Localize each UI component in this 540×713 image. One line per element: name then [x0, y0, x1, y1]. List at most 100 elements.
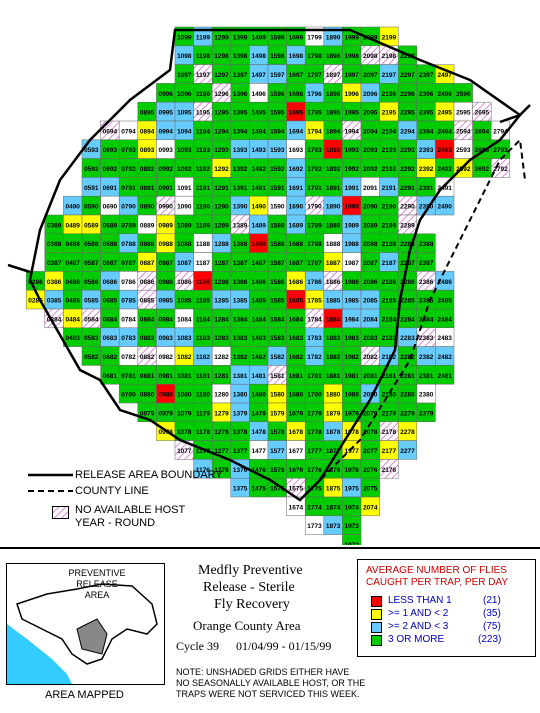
grid-cell-label: 0987 — [158, 260, 173, 267]
grid-cell-label: 2085 — [363, 298, 378, 305]
grid-cell-label: 2076 — [363, 467, 378, 474]
grid-cell-label: 1575 — [270, 486, 285, 493]
note-line3: TRAPS WERE NOT SERVICED THIS WEEK. — [176, 689, 360, 699]
key-label-1-to-2: >= 1 AND < 2 — [388, 608, 449, 619]
grid-cell-label: 2384 — [419, 316, 434, 323]
grid-cell-label: 0484 — [65, 316, 80, 323]
grid-cell-label: 0991 — [158, 185, 173, 192]
grid-cell-label: 2187 — [382, 260, 397, 267]
grid-cell-label: 0789 — [121, 222, 136, 229]
grid-cell-label: 2496 — [437, 91, 452, 98]
grid-cell-label: 1991 — [344, 185, 359, 192]
grid-cell-label: 1180 — [196, 392, 210, 399]
grid-cell-label: 1886 — [326, 279, 341, 286]
grid-cell-label: 1684 — [289, 316, 304, 323]
grid-cell-label: 2183 — [382, 335, 397, 342]
grid-cell-label: 0781 — [121, 373, 136, 380]
grid-cell-label: 2794 — [493, 128, 508, 135]
grid-cell-label: 1577 — [270, 448, 285, 455]
grid-cell-label: 0985 — [158, 298, 173, 305]
grid-cell-label: 0879 — [140, 410, 155, 417]
grid-cell-label: 2283 — [400, 335, 415, 342]
grid-cell-label: 1981 — [344, 373, 359, 380]
grid-cell-label: 0689 — [103, 222, 118, 229]
grid-cell-label: 1396 — [233, 91, 248, 98]
inset-area-mapped — [76, 618, 108, 655]
grid-cell-label: 2494 — [437, 128, 452, 135]
grid-cell-label: 2386 — [419, 279, 434, 286]
grid-cell-label: 1781 — [307, 373, 322, 380]
grid-cell-label: 1084 — [177, 316, 192, 323]
grid-cell-label: 1181 — [196, 373, 210, 380]
grid-cell-label: 1980 — [344, 392, 359, 399]
grid-cell-label: 0979 — [158, 410, 173, 417]
grid-cell-label: 1483 — [251, 335, 266, 342]
grid-cell-label: 1584 — [270, 316, 285, 323]
grid-cell-label: 2178 — [382, 429, 397, 436]
grid-cell-label: 1884 — [326, 316, 341, 323]
grid-cell-label: 1977 — [344, 448, 359, 455]
grid-cell-label: 0793 — [121, 147, 136, 154]
grid-cell-label: 0890 — [140, 204, 155, 211]
grid-cell-label: 1989 — [344, 222, 359, 229]
grid-cell-label: 1578 — [270, 429, 285, 436]
grid-cell-label: 1094 — [177, 128, 192, 135]
grid-cell-label: 0684 — [103, 316, 118, 323]
grid-cell-label: 1286 — [214, 279, 229, 286]
grid-cell-label: 1595 — [270, 110, 285, 117]
grid-cell-label: 1186 — [196, 279, 210, 286]
grid-cell-label: 2482 — [437, 354, 452, 361]
grid-cell-label: 0981 — [158, 373, 173, 380]
grid-cell-label: 1197 — [196, 72, 210, 79]
grid-cell-label: 1678 — [289, 429, 304, 436]
grid-cell-label: 2184 — [382, 316, 397, 323]
key-label-3-or-more: 3 OR MORE — [388, 634, 445, 645]
grid-cell-label: 2095 — [363, 110, 378, 117]
grid-cell-label: 2293 — [400, 147, 415, 154]
grid-cell-label: 0984 — [158, 316, 173, 323]
grid-cell-label: 1278 — [214, 429, 229, 436]
grid-cell-label: 2084 — [363, 316, 378, 323]
grid-cell-label: 1796 — [307, 91, 322, 98]
grid-cell-label: 0882 — [140, 354, 155, 361]
grid-cell-label: 1874 — [326, 504, 341, 511]
grid-cell-label: 1690 — [289, 204, 304, 211]
grid-cell-label: 0783 — [121, 335, 136, 342]
grid-cell-label: 0995 — [158, 110, 173, 117]
grid-cell-label: 1282 — [214, 354, 229, 361]
grid-cell-label: 1692 — [289, 166, 304, 173]
grid-cell-label: 1581 — [270, 373, 285, 380]
grid-cell-label: 0994 — [158, 128, 173, 135]
grid-cell-label: 0592 — [84, 166, 99, 173]
grid-cell-label: 1982 — [344, 354, 359, 361]
grid-cell-label: 1682 — [289, 354, 304, 361]
grid-cell-label: 1184 — [196, 316, 210, 323]
grid-cell-label: 2391 — [419, 185, 434, 192]
grid-cell-label: 1082 — [177, 354, 192, 361]
grid-cell-label: 0388 — [47, 241, 62, 248]
swatch-less-than-1 — [371, 596, 382, 607]
inset-map-svg — [7, 583, 158, 684]
grid-cell-label: 1878 — [326, 429, 341, 436]
grid-cell-label: 1873 — [326, 523, 341, 530]
grid-cell-label: 1677 — [289, 448, 304, 455]
grid-cell-label: 0582 — [84, 354, 99, 361]
grid-cell-label: 1582 — [270, 354, 285, 361]
grid-cell-label: 2196 — [382, 91, 397, 98]
grid-cell-label: 1596 — [270, 91, 285, 98]
grid-cell-label: 1086 — [177, 279, 192, 286]
grid-cell-label: 1691 — [289, 185, 304, 192]
grid-cell-label: 1787 — [307, 260, 322, 267]
grid-cell-label: 2279 — [400, 410, 415, 417]
grid-cell-label: 1776 — [307, 467, 322, 474]
grid-cell-label: 1889 — [326, 222, 341, 229]
grid-cell-label: 0584 — [84, 316, 99, 323]
grid-cell-label: 2086 — [363, 279, 378, 286]
grid-cell-label: 1592 — [270, 166, 285, 173]
grid-cell-label: 1686 — [289, 279, 304, 286]
grid-cell-label: 1189 — [196, 222, 210, 229]
grid-cell-label: 0589 — [84, 222, 99, 229]
grid-cell-label: 2490 — [437, 204, 452, 211]
grid-cell-label: 1088 — [177, 241, 192, 248]
grid-cell-label: 1379 — [233, 410, 248, 417]
